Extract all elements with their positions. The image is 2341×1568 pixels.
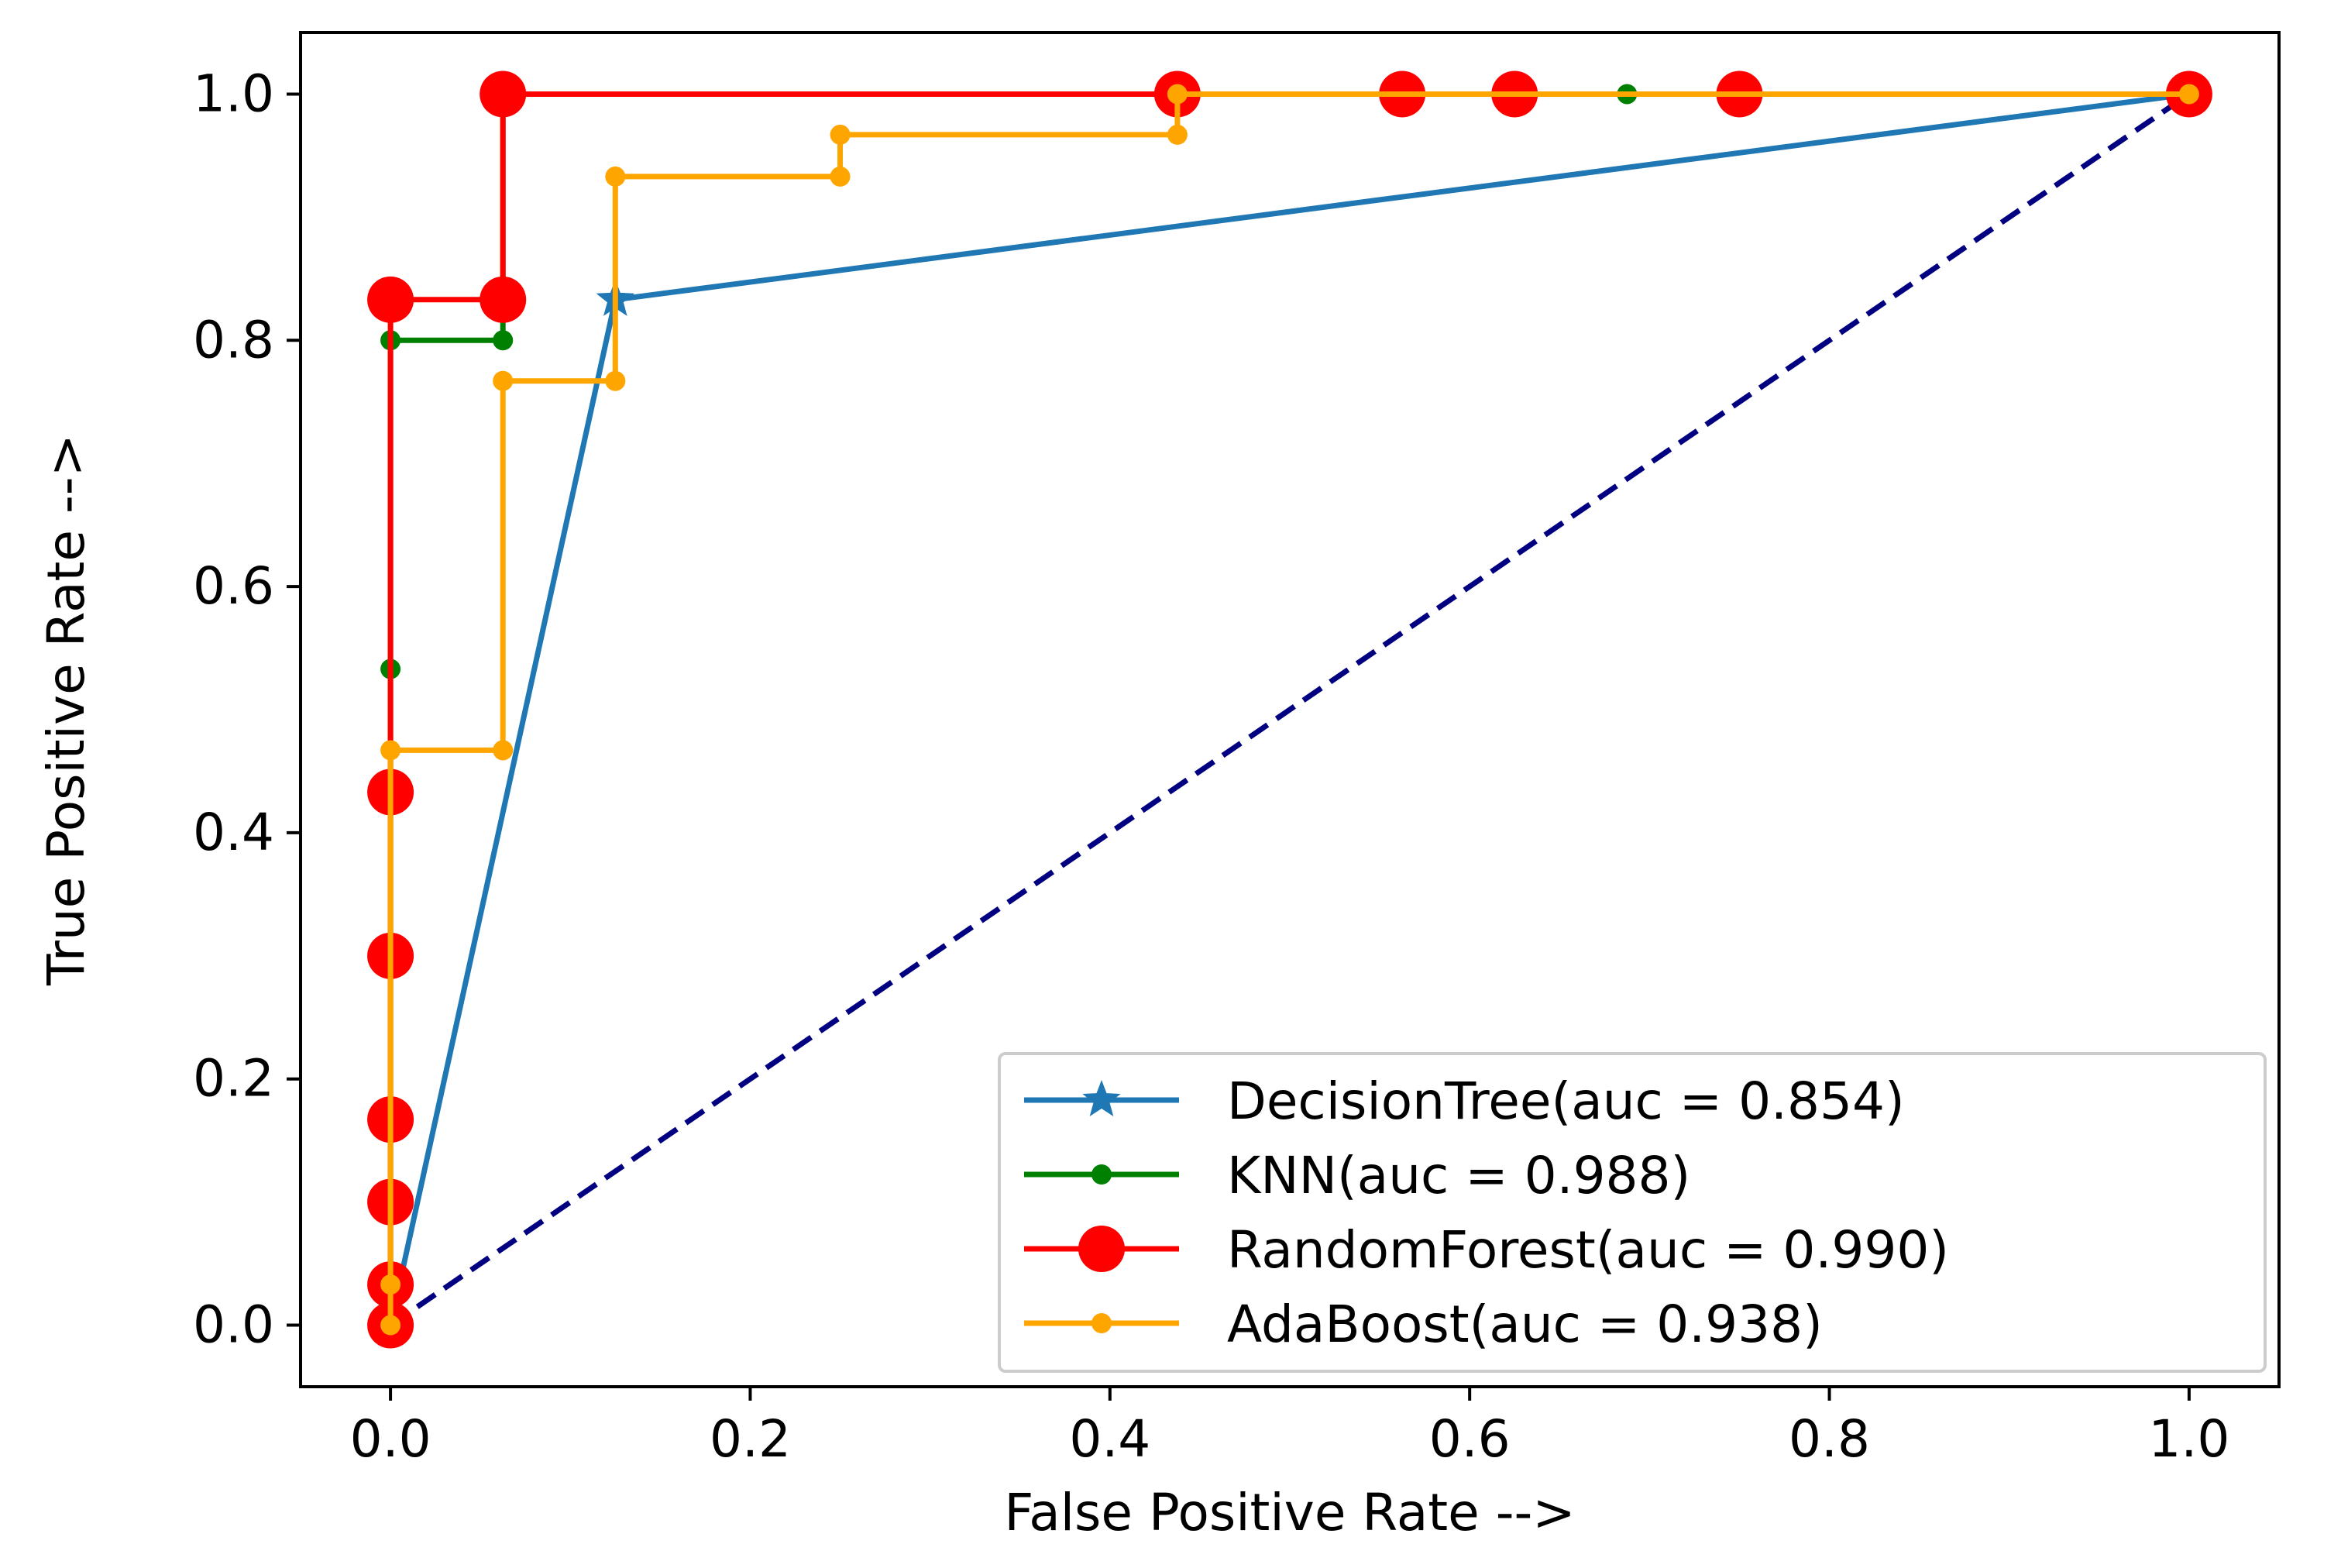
chance-reference-line xyxy=(389,91,2191,1328)
x-tick-label: 0.2 xyxy=(710,1409,791,1469)
data-point xyxy=(493,330,514,351)
data-point xyxy=(830,124,851,145)
legend-entry-1: KNN(auc = 0.988) xyxy=(1024,1146,1690,1205)
data-point xyxy=(380,1274,401,1295)
axes-frame xyxy=(299,31,2281,1388)
data-point xyxy=(830,166,851,187)
y-tick-label: 1.0 xyxy=(193,64,274,123)
data-point xyxy=(605,370,626,391)
legend-box xyxy=(998,1052,2267,1373)
x-axis-label: False Positive Rate --> xyxy=(1004,1483,1575,1542)
series-3 xyxy=(380,84,2199,1336)
plot-area xyxy=(367,70,2212,1349)
data-point xyxy=(380,740,401,761)
legend-label: DecisionTree(auc = 0.854) xyxy=(1227,1071,1905,1131)
x-tick-label: 0.4 xyxy=(1069,1409,1150,1469)
legend-entry-3: AdaBoost(auc = 0.938) xyxy=(1024,1295,1823,1354)
y-tick-label: 0.2 xyxy=(193,1049,274,1109)
data-point xyxy=(367,276,414,323)
y-tick-label: 0.6 xyxy=(193,556,274,616)
legend-marker xyxy=(1078,1226,1125,1272)
legend-entry-0: DecisionTree(auc = 0.854) xyxy=(1024,1071,1905,1131)
data-point xyxy=(380,1315,401,1336)
y-axis-label: True Positive Rate --> xyxy=(36,434,96,986)
data-point xyxy=(1167,124,1188,145)
x-tick-label: 1.0 xyxy=(2148,1409,2229,1469)
y-tick-label: 0.8 xyxy=(193,310,274,370)
legend-entry-2: RandomForest(auc = 0.990) xyxy=(1024,1220,1949,1280)
x-tick-label: 0.6 xyxy=(1429,1409,1511,1469)
series-2 xyxy=(367,70,2212,1349)
data-point xyxy=(480,70,527,118)
data-point xyxy=(1167,84,1188,105)
legend-marker xyxy=(1091,1164,1112,1185)
legend-marker xyxy=(1082,1080,1121,1116)
legend-label: KNN(auc = 0.988) xyxy=(1227,1146,1690,1205)
x-tick-label: 0.8 xyxy=(1789,1409,1870,1469)
data-point xyxy=(493,740,514,761)
legend-label: AdaBoost(auc = 0.938) xyxy=(1227,1295,1823,1354)
axes: 0.0 0.2 0.4 0.6 0.8 1.0 0.0 0.2 0.4 0.6 0.8 1.0 Fals… xyxy=(36,31,2281,1542)
data-point xyxy=(480,276,527,323)
data-point xyxy=(2178,84,2199,105)
legend-marker xyxy=(1091,1313,1112,1333)
legend: DecisionTree(auc = 0.854) KNN(auc = 0.988… xyxy=(998,1052,2267,1373)
y-tick-label: 0.4 xyxy=(193,803,274,862)
data-point xyxy=(605,166,626,187)
x-tick-label: 0.0 xyxy=(350,1409,431,1469)
legend-label: RandomForest(auc = 0.990) xyxy=(1227,1220,1949,1280)
y-tick-label: 0.0 xyxy=(193,1295,274,1355)
data-point xyxy=(493,370,514,391)
